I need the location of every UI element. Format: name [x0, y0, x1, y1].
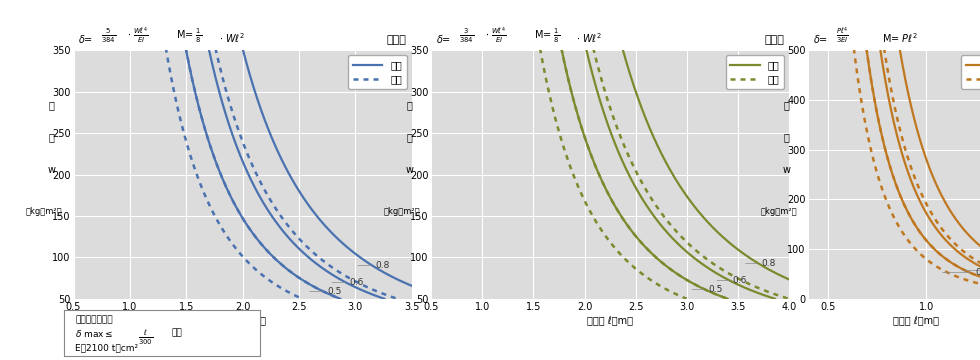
Text: 0.5: 0.5: [709, 285, 722, 294]
Text: 0.8: 0.8: [761, 259, 776, 268]
Text: M= $\frac{1}{8}$: M= $\frac{1}{8}$: [176, 27, 203, 45]
Text: E＝2100 t／cm²: E＝2100 t／cm²: [75, 343, 138, 352]
Text: 重: 重: [407, 132, 413, 142]
Legend: 正圧, 負圧: 正圧, 負圧: [725, 55, 784, 89]
Text: $\frac{5}{384}$: $\frac{5}{384}$: [101, 27, 116, 45]
Text: $\cdot$ $W\ell^2$: $\cdot$ $W\ell^2$: [576, 31, 603, 45]
Text: M= $\frac{1}{8}$: M= $\frac{1}{8}$: [534, 27, 561, 45]
Text: $\frac{\ell}{300}$: $\frac{\ell}{300}$: [138, 328, 153, 347]
Text: 重: 重: [49, 132, 55, 142]
Text: （kg／m²）: （kg／m²）: [760, 207, 798, 216]
Text: 重: 重: [784, 132, 790, 142]
Text: M= $P\ell^2$: M= $P\ell^2$: [882, 31, 918, 45]
Text: 荷: 荷: [784, 100, 790, 110]
Text: $\delta$=: $\delta$=: [78, 33, 93, 45]
Text: $\cdot$ $W\ell^2$: $\cdot$ $W\ell^2$: [219, 31, 245, 45]
Text: 連続梁: 連続梁: [764, 35, 784, 45]
Text: 〈スパン間隔〉: 〈スパン間隔〉: [75, 315, 113, 324]
Text: 0.5: 0.5: [975, 268, 980, 277]
Text: $\delta$=: $\delta$=: [813, 33, 828, 45]
Text: 荷: 荷: [407, 100, 413, 110]
Text: $\cdot$ $\frac{W\ell^4}{EI}$: $\cdot$ $\frac{W\ell^4}{EI}$: [485, 25, 507, 45]
Text: （kg／m²）: （kg／m²）: [383, 207, 420, 216]
Text: w: w: [48, 165, 56, 175]
Text: 乃、: 乃、: [172, 328, 182, 337]
Legend: 正圧, 負圧: 正圧, 負圧: [960, 55, 980, 89]
Text: $\frac{3}{384}$: $\frac{3}{384}$: [459, 27, 473, 45]
Text: （kg／m²）: （kg／m²）: [25, 207, 63, 216]
Text: $\frac{P\ell^4}{3EI}$: $\frac{P\ell^4}{3EI}$: [836, 25, 849, 45]
Text: $\delta$=: $\delta$=: [436, 33, 451, 45]
Text: $\delta$ max$\leq$: $\delta$ max$\leq$: [75, 328, 114, 339]
X-axis label: スパン ℓ（m）: スパン ℓ（m）: [220, 316, 266, 326]
Text: 0.5: 0.5: [327, 287, 341, 296]
Text: 単純梁: 単純梁: [387, 35, 407, 45]
Text: 荷: 荷: [49, 100, 55, 110]
Text: 0.6: 0.6: [733, 276, 747, 285]
Text: w: w: [783, 165, 791, 175]
X-axis label: スパン ℓ（m）: スパン ℓ（m）: [894, 316, 939, 326]
X-axis label: スパン ℓ（m）: スパン ℓ（m）: [587, 316, 633, 326]
Text: $\cdot$ $\frac{W\ell^4}{EI}$: $\cdot$ $\frac{W\ell^4}{EI}$: [127, 25, 149, 45]
Text: 0.8: 0.8: [375, 261, 390, 270]
Text: 0.6: 0.6: [350, 278, 364, 287]
Text: w: w: [406, 165, 414, 175]
Legend: 正圧, 負圧: 正圧, 負圧: [348, 55, 407, 89]
